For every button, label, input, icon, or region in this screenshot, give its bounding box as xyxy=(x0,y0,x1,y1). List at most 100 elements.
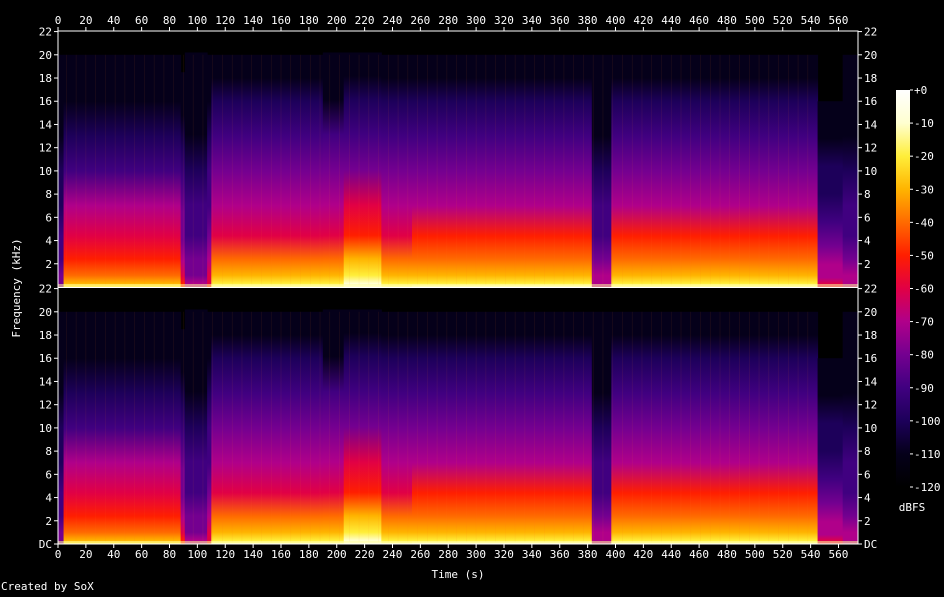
y-tick-label-right: 2 xyxy=(864,258,871,271)
spectrogram-segment xyxy=(343,309,382,544)
spectrogram-segment xyxy=(63,311,182,544)
colorbar-label: dBFS xyxy=(899,501,926,514)
x-tick-label-top: 280 xyxy=(438,14,458,27)
x-tick-label-bottom: 60 xyxy=(135,548,148,561)
y-tick-label-right: 16 xyxy=(864,352,877,365)
x-tick-label-bottom: 280 xyxy=(438,548,458,561)
x-tick-label-top: 40 xyxy=(107,14,120,27)
spectrogram-segment xyxy=(184,309,208,544)
x-tick-label-bottom: 520 xyxy=(773,548,793,561)
y-tick-label-right: 8 xyxy=(864,445,871,458)
x-tick-label-top: 380 xyxy=(578,14,598,27)
x-tick-label-bottom: 340 xyxy=(522,548,542,561)
y-tick-label-left: 4 xyxy=(45,492,52,505)
y-tick-label-left: 16 xyxy=(39,95,52,108)
x-tick-label-top: 80 xyxy=(163,14,176,27)
colorbar-tick-label: -120 xyxy=(914,481,941,494)
x-tick-label-top: 180 xyxy=(299,14,319,27)
y-tick-label-left: 14 xyxy=(39,375,53,388)
y-tick-label-right: 20 xyxy=(864,306,877,319)
y-tick-label-left: 18 xyxy=(39,72,52,85)
x-tick-label-bottom: 460 xyxy=(689,548,709,561)
spectrogram-segment xyxy=(211,54,324,288)
x-tick-label-bottom: 440 xyxy=(661,548,681,561)
x-tick-label-top: 220 xyxy=(355,14,375,27)
spectrogram-segment xyxy=(842,311,859,544)
x-tick-label-bottom: 120 xyxy=(215,548,235,561)
spectrogram-bass-band xyxy=(58,541,858,544)
y-tick-label-right: 6 xyxy=(864,468,871,481)
x-tick-label-bottom: 420 xyxy=(633,548,653,561)
x-tick-label-top: 60 xyxy=(135,14,148,27)
x-tick-label-top: 440 xyxy=(661,14,681,27)
y-tick-label-left: 20 xyxy=(39,49,52,62)
spectrogram-segment xyxy=(322,309,345,544)
spectrogram-segment xyxy=(412,54,593,288)
colorbar-tick-label: -80 xyxy=(914,349,934,362)
x-tick-label-bottom: 560 xyxy=(829,548,849,561)
y-tick-label-right: 20 xyxy=(864,49,877,62)
x-tick-label-bottom: 40 xyxy=(107,548,120,561)
x-tick-label-top: 0 xyxy=(55,14,62,27)
x-tick-label-bottom: 380 xyxy=(578,548,598,561)
spectrogram-bass-band xyxy=(58,284,858,287)
y-tick-label-right: 14 xyxy=(864,118,878,131)
x-tick-label-bottom: 360 xyxy=(550,548,570,561)
colorbar-tick-label: -60 xyxy=(914,283,934,296)
x-tick-label-bottom: 400 xyxy=(606,548,626,561)
spectrogram-segment xyxy=(180,329,186,544)
x-tick-label-top: 240 xyxy=(383,14,403,27)
y-tick-label-left: 2 xyxy=(45,515,52,528)
y-tick-label-left: 8 xyxy=(45,445,52,458)
y-tick-label-left: 12 xyxy=(39,142,52,155)
x-tick-label-top: 120 xyxy=(215,14,235,27)
colorbar-tick-label: -40 xyxy=(914,216,934,229)
colorbar-tick-label: +0 xyxy=(914,84,927,97)
x-tick-label-top: 340 xyxy=(522,14,542,27)
colorbar-tick-label: -20 xyxy=(914,150,934,163)
y-tick-label-left: 16 xyxy=(39,352,52,365)
y-tick-label-right: 14 xyxy=(864,375,878,388)
x-tick-label-bottom: 220 xyxy=(355,548,375,561)
x-tick-label-top: 460 xyxy=(689,14,709,27)
x-tick-label-top: 520 xyxy=(773,14,793,27)
x-tick-label-bottom: 320 xyxy=(494,548,514,561)
spectrogram-segment xyxy=(207,311,212,544)
spectrogram-segment xyxy=(611,54,819,288)
spectrogram-segment xyxy=(322,52,345,288)
x-tick-label-top: 200 xyxy=(327,14,347,27)
x-tick-label-top: 500 xyxy=(745,14,765,27)
y-tick-label-left: 22 xyxy=(39,283,52,296)
x-tick-label-bottom: 160 xyxy=(271,548,291,561)
spectrogram-segment xyxy=(58,54,65,288)
x-tick-label-top: 480 xyxy=(717,14,737,27)
colorbar-tick-label: -90 xyxy=(914,382,934,395)
colorbar-gradient xyxy=(896,90,910,487)
x-tick-label-top: 300 xyxy=(466,14,486,27)
y-tick-label-left: DC xyxy=(39,538,52,551)
y-tick-label-right: 12 xyxy=(864,399,877,412)
y-tick-label-left: 6 xyxy=(45,211,52,224)
y-tick-label-right: 18 xyxy=(864,329,877,342)
x-tick-label-top: 260 xyxy=(410,14,430,27)
y-tick-label-left: 14 xyxy=(39,118,53,131)
spectrogram-segment xyxy=(381,311,413,544)
x-tick-label-top: 320 xyxy=(494,14,514,27)
colorbar-tick-label: -10 xyxy=(914,117,934,130)
y-tick-label-left: 20 xyxy=(39,306,52,319)
x-tick-label-bottom: 480 xyxy=(717,548,737,561)
colorbar-tick-label: -70 xyxy=(914,316,934,329)
y-tick-label-left: 10 xyxy=(39,165,52,178)
y-tick-label-right: DC xyxy=(864,538,877,551)
spectrogram-segment xyxy=(381,54,413,288)
y-tick-label-right: 10 xyxy=(864,165,877,178)
x-tick-label-top: 160 xyxy=(271,14,291,27)
x-tick-label-top: 100 xyxy=(187,14,207,27)
colorbar-tick-label: -50 xyxy=(914,249,934,262)
spectrogram-segment xyxy=(611,311,819,544)
spectrogram-segment xyxy=(412,311,593,544)
y-tick-label-right: 12 xyxy=(864,142,877,155)
x-tick-label-top: 560 xyxy=(829,14,849,27)
x-tick-label-bottom: 80 xyxy=(163,548,176,561)
x-tick-label-bottom: 500 xyxy=(745,548,765,561)
